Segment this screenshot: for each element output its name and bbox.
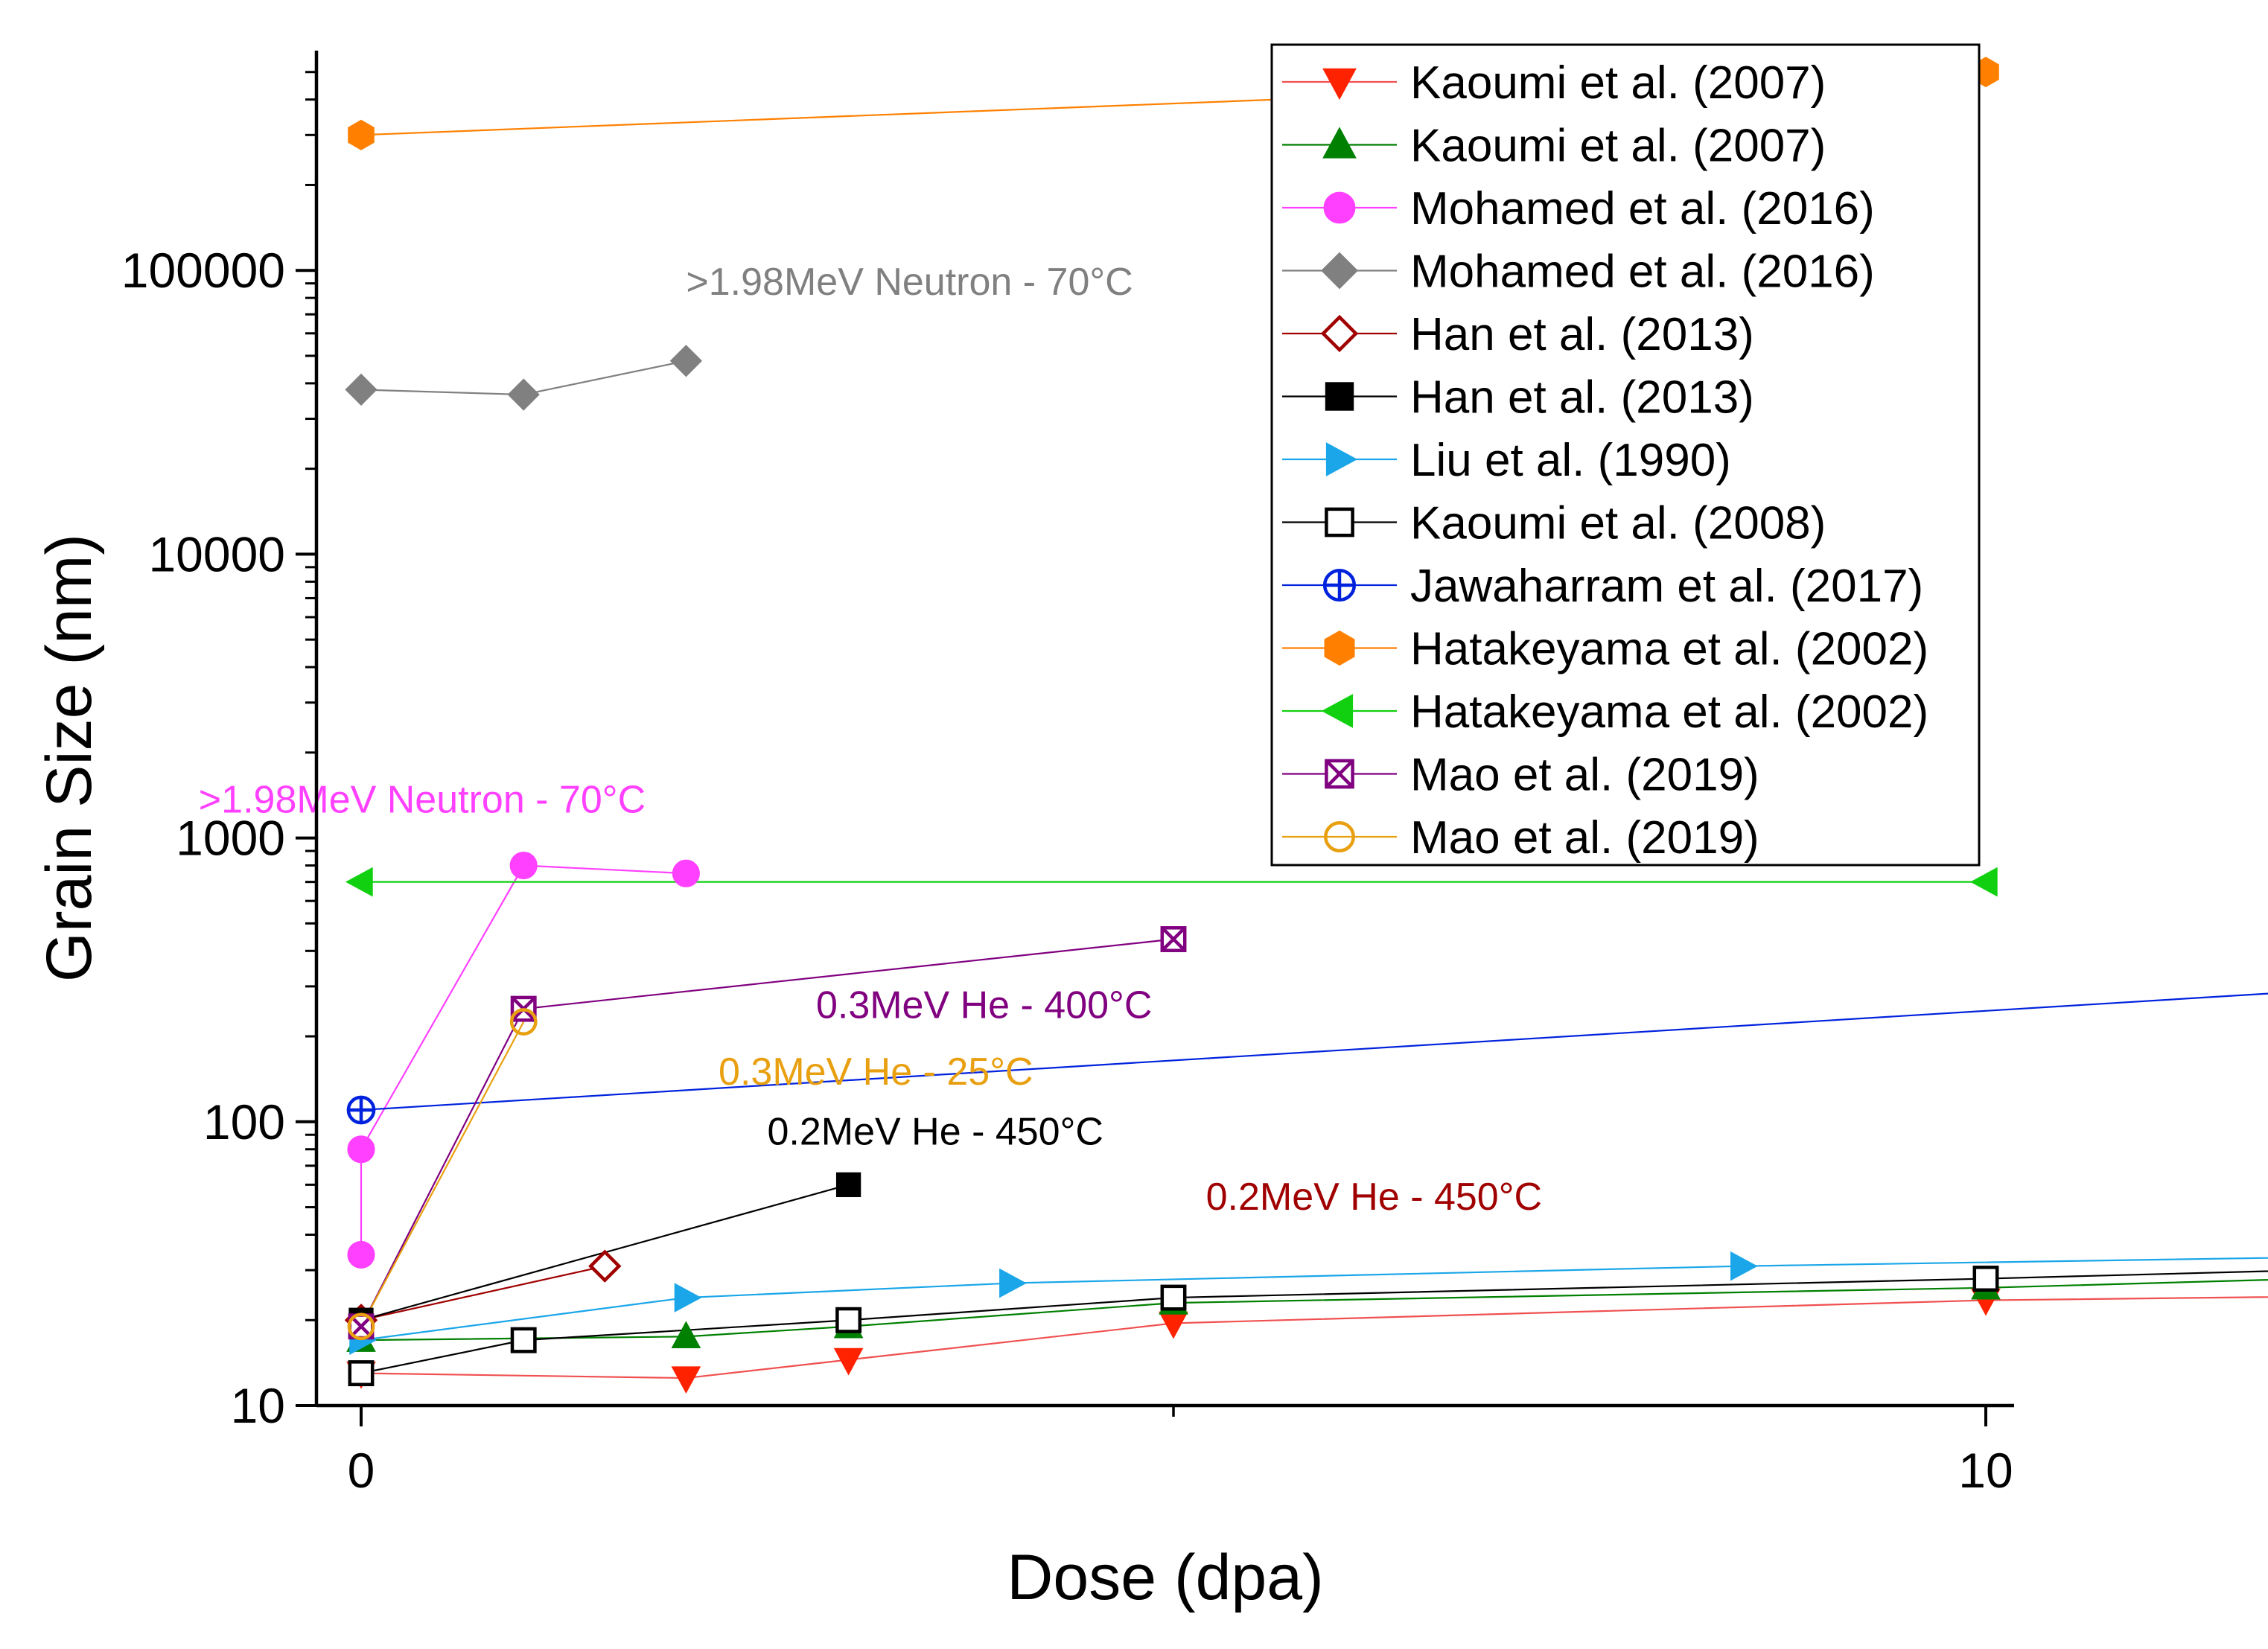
data-point-s7-2 — [835, 1307, 862, 1333]
y-tick-label-2: 1000 — [176, 811, 285, 866]
x-tick-label-0: 0 — [348, 1443, 375, 1498]
data-point-s7-3 — [1160, 1284, 1187, 1311]
data-point-s9-0 — [348, 119, 375, 150]
data-point-s7-1 — [510, 1327, 537, 1353]
legend-marker-10 — [1321, 694, 1354, 728]
legend-label-6: Liu et al. (1990) — [1410, 435, 1731, 486]
y-tick-label-4: 100000 — [121, 243, 285, 298]
data-point-s7-4 — [1972, 1266, 1999, 1292]
data-point-s6-1 — [674, 1283, 702, 1312]
legend-label-11: Mao et al. (2019) — [1410, 750, 1759, 801]
data-point-s3-0 — [345, 373, 378, 406]
legend-marker-8 — [1322, 568, 1357, 602]
legend-label-0: Kaoumi et al. (2007) — [1410, 57, 1826, 109]
annotation-label-5: 0.3MeV He - 400°C — [816, 983, 1152, 1027]
series-line-2 — [360, 864, 687, 1255]
x-axis-title: Dose (dpa) — [1007, 1542, 1323, 1613]
data-point-s6-3 — [1730, 1251, 1758, 1281]
series-line-1 — [360, 1279, 2268, 1342]
legend-marker-11 — [1325, 759, 1354, 789]
legend-marker-0 — [1322, 68, 1357, 101]
data-point-s12-1 — [509, 1008, 538, 1036]
data-point-s0-2 — [833, 1347, 864, 1376]
legend-label-5: Han et al. (2013) — [1410, 372, 1754, 424]
legend-marker-9 — [1324, 630, 1355, 666]
legend-label-10: Hatakeyama et al. (2002) — [1410, 686, 1928, 738]
legend-marker-7 — [1325, 507, 1354, 538]
data-point-s2-2 — [509, 851, 538, 880]
y-tick-label-0: 10 — [231, 1378, 285, 1433]
data-point-s2-1 — [347, 1135, 375, 1164]
data-point-s12-0 — [347, 1312, 375, 1341]
data-point-s1-1 — [671, 1321, 701, 1349]
x-tick-label-1: 10 — [1958, 1443, 2013, 1498]
legend-marker-4 — [1320, 314, 1359, 353]
y-tick-label-3: 10000 — [148, 526, 285, 581]
series-markers — [344, 57, 2001, 1394]
annotation-label-2: >1.98MeV Neutron - 70°C — [199, 778, 646, 821]
legend-marker-1 — [1322, 127, 1357, 159]
data-point-s3-2 — [669, 345, 703, 377]
legend-label-12: Mao et al. (2019) — [1410, 812, 1759, 864]
annotations: 2.4MeV Cu - 400°C>1.98MeV Neutron - 70°C… — [199, 261, 1542, 1219]
legend-label-8: Jawaharram et al. (2017) — [1410, 561, 1923, 612]
legend-marker-12 — [1324, 821, 1355, 852]
axes: 0102030405060708090100101001000100001000… — [34, 51, 2014, 1613]
data-point-s6-2 — [999, 1268, 1027, 1298]
annotation-label-1: >1.98MeV Neutron - 70°C — [686, 261, 1133, 304]
series-line-12 — [360, 1021, 525, 1327]
annotation-label-8: 0.2MeV He - 450°C — [1206, 1176, 1542, 1219]
y-axis-title: Grain Size (nm) — [34, 534, 105, 982]
data-point-s0-1 — [671, 1366, 701, 1394]
data-point-s2-0 — [347, 1240, 375, 1269]
y-tick-label-1: 100 — [203, 1094, 285, 1149]
data-point-s10-0 — [345, 867, 373, 897]
data-point-s7-0 — [348, 1360, 375, 1387]
legend-marker-3 — [1321, 252, 1358, 290]
data-point-s2-3 — [672, 859, 700, 887]
series-line-4 — [360, 1265, 605, 1321]
legend-label-3: Mohamed et al. (2016) — [1410, 246, 1875, 298]
legend-marker-5 — [1325, 382, 1354, 411]
series-line-8 — [360, 992, 2268, 1111]
legend-marker-2 — [1323, 191, 1356, 224]
annotation-label-7: 0.2MeV He - 450°C — [768, 1111, 1103, 1154]
data-point-s3-1 — [507, 378, 540, 411]
data-point-s5-1 — [835, 1172, 861, 1198]
legend: Kaoumi et al. (2007) Kaoumi et al. (2007)… — [1270, 43, 1981, 867]
data-point-s11-2 — [1160, 926, 1187, 952]
annotation-label-6: 0.3MeV He - 25°C — [719, 1050, 1033, 1094]
legend-label-9: Hatakeyama et al. (2002) — [1410, 624, 1928, 675]
series-line-6 — [360, 1257, 2268, 1342]
legend-box — [1270, 43, 1981, 867]
legend-label-7: Kaoumi et al. (2008) — [1410, 498, 1826, 549]
data-point-s8-0 — [346, 1095, 376, 1125]
data-point-s4-1 — [588, 1249, 622, 1283]
legend-label-2: Mohamed et al. (2016) — [1410, 183, 1875, 235]
legend-marker-6 — [1325, 442, 1358, 476]
data-point-s10-1 — [1969, 867, 1998, 897]
legend-label-4: Han et al. (2013) — [1410, 309, 1754, 360]
legend-label-1: Kaoumi et al. (2007) — [1410, 121, 1826, 172]
